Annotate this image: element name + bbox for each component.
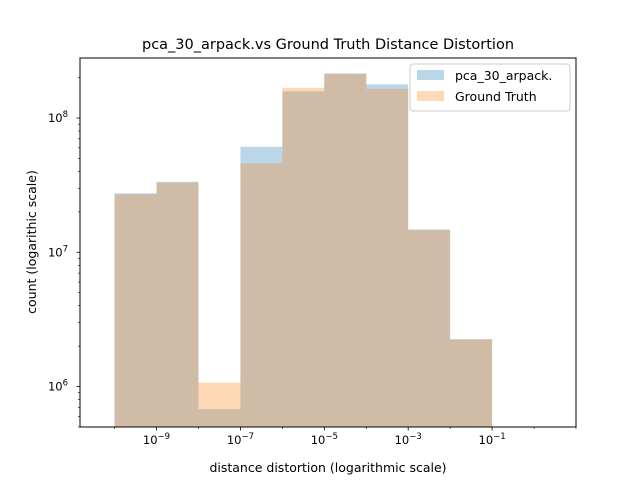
bar-series-2-bin-7 <box>366 88 409 427</box>
bar-series-2-bin-8 <box>408 230 451 427</box>
legend-box <box>409 63 571 112</box>
plot-frame <box>79 57 577 428</box>
chart-title: pca_30_arpack.vs Ground Truth Distance D… <box>142 37 514 53</box>
bar-series-1-bin-8 <box>408 229 451 427</box>
x-axis-label: distance distortion (logarithmic scale) <box>209 460 446 475</box>
bar-series-1-bin-2 <box>156 181 199 427</box>
bar-series-2-bin-9 <box>450 339 493 427</box>
bar-series-2-bin-5 <box>282 87 325 428</box>
bar-series-1-bin-3 <box>198 409 241 427</box>
bar-series-1-bin-1 <box>114 193 157 427</box>
bar-series-1-bin-4 <box>240 146 283 427</box>
legend-label-series-1: pca_30_arpack. <box>455 68 552 83</box>
bar-series-1-bin-5 <box>282 91 325 427</box>
y-axis-label: count (logarithic scale) <box>24 170 39 314</box>
bar-series-1-bin-6 <box>324 73 367 427</box>
bars-layer <box>114 73 493 428</box>
bar-series-2-bin-6 <box>324 73 367 427</box>
legend-label-series-2: Ground Truth <box>455 89 537 104</box>
bar-series-1-bin-9 <box>450 339 493 427</box>
legend-swatch-series-1 <box>417 70 444 80</box>
bar-series-2-bin-2 <box>156 182 199 427</box>
bar-series-1-bin-7 <box>366 84 409 427</box>
bar-series-2-bin-4 <box>240 163 283 427</box>
legend-swatch-series-2 <box>417 91 444 101</box>
legend: pca_30_arpack. Ground Truth <box>409 63 571 112</box>
bar-series-2-bin-1 <box>114 194 157 427</box>
bar-series-2-bin-3 <box>198 382 241 427</box>
